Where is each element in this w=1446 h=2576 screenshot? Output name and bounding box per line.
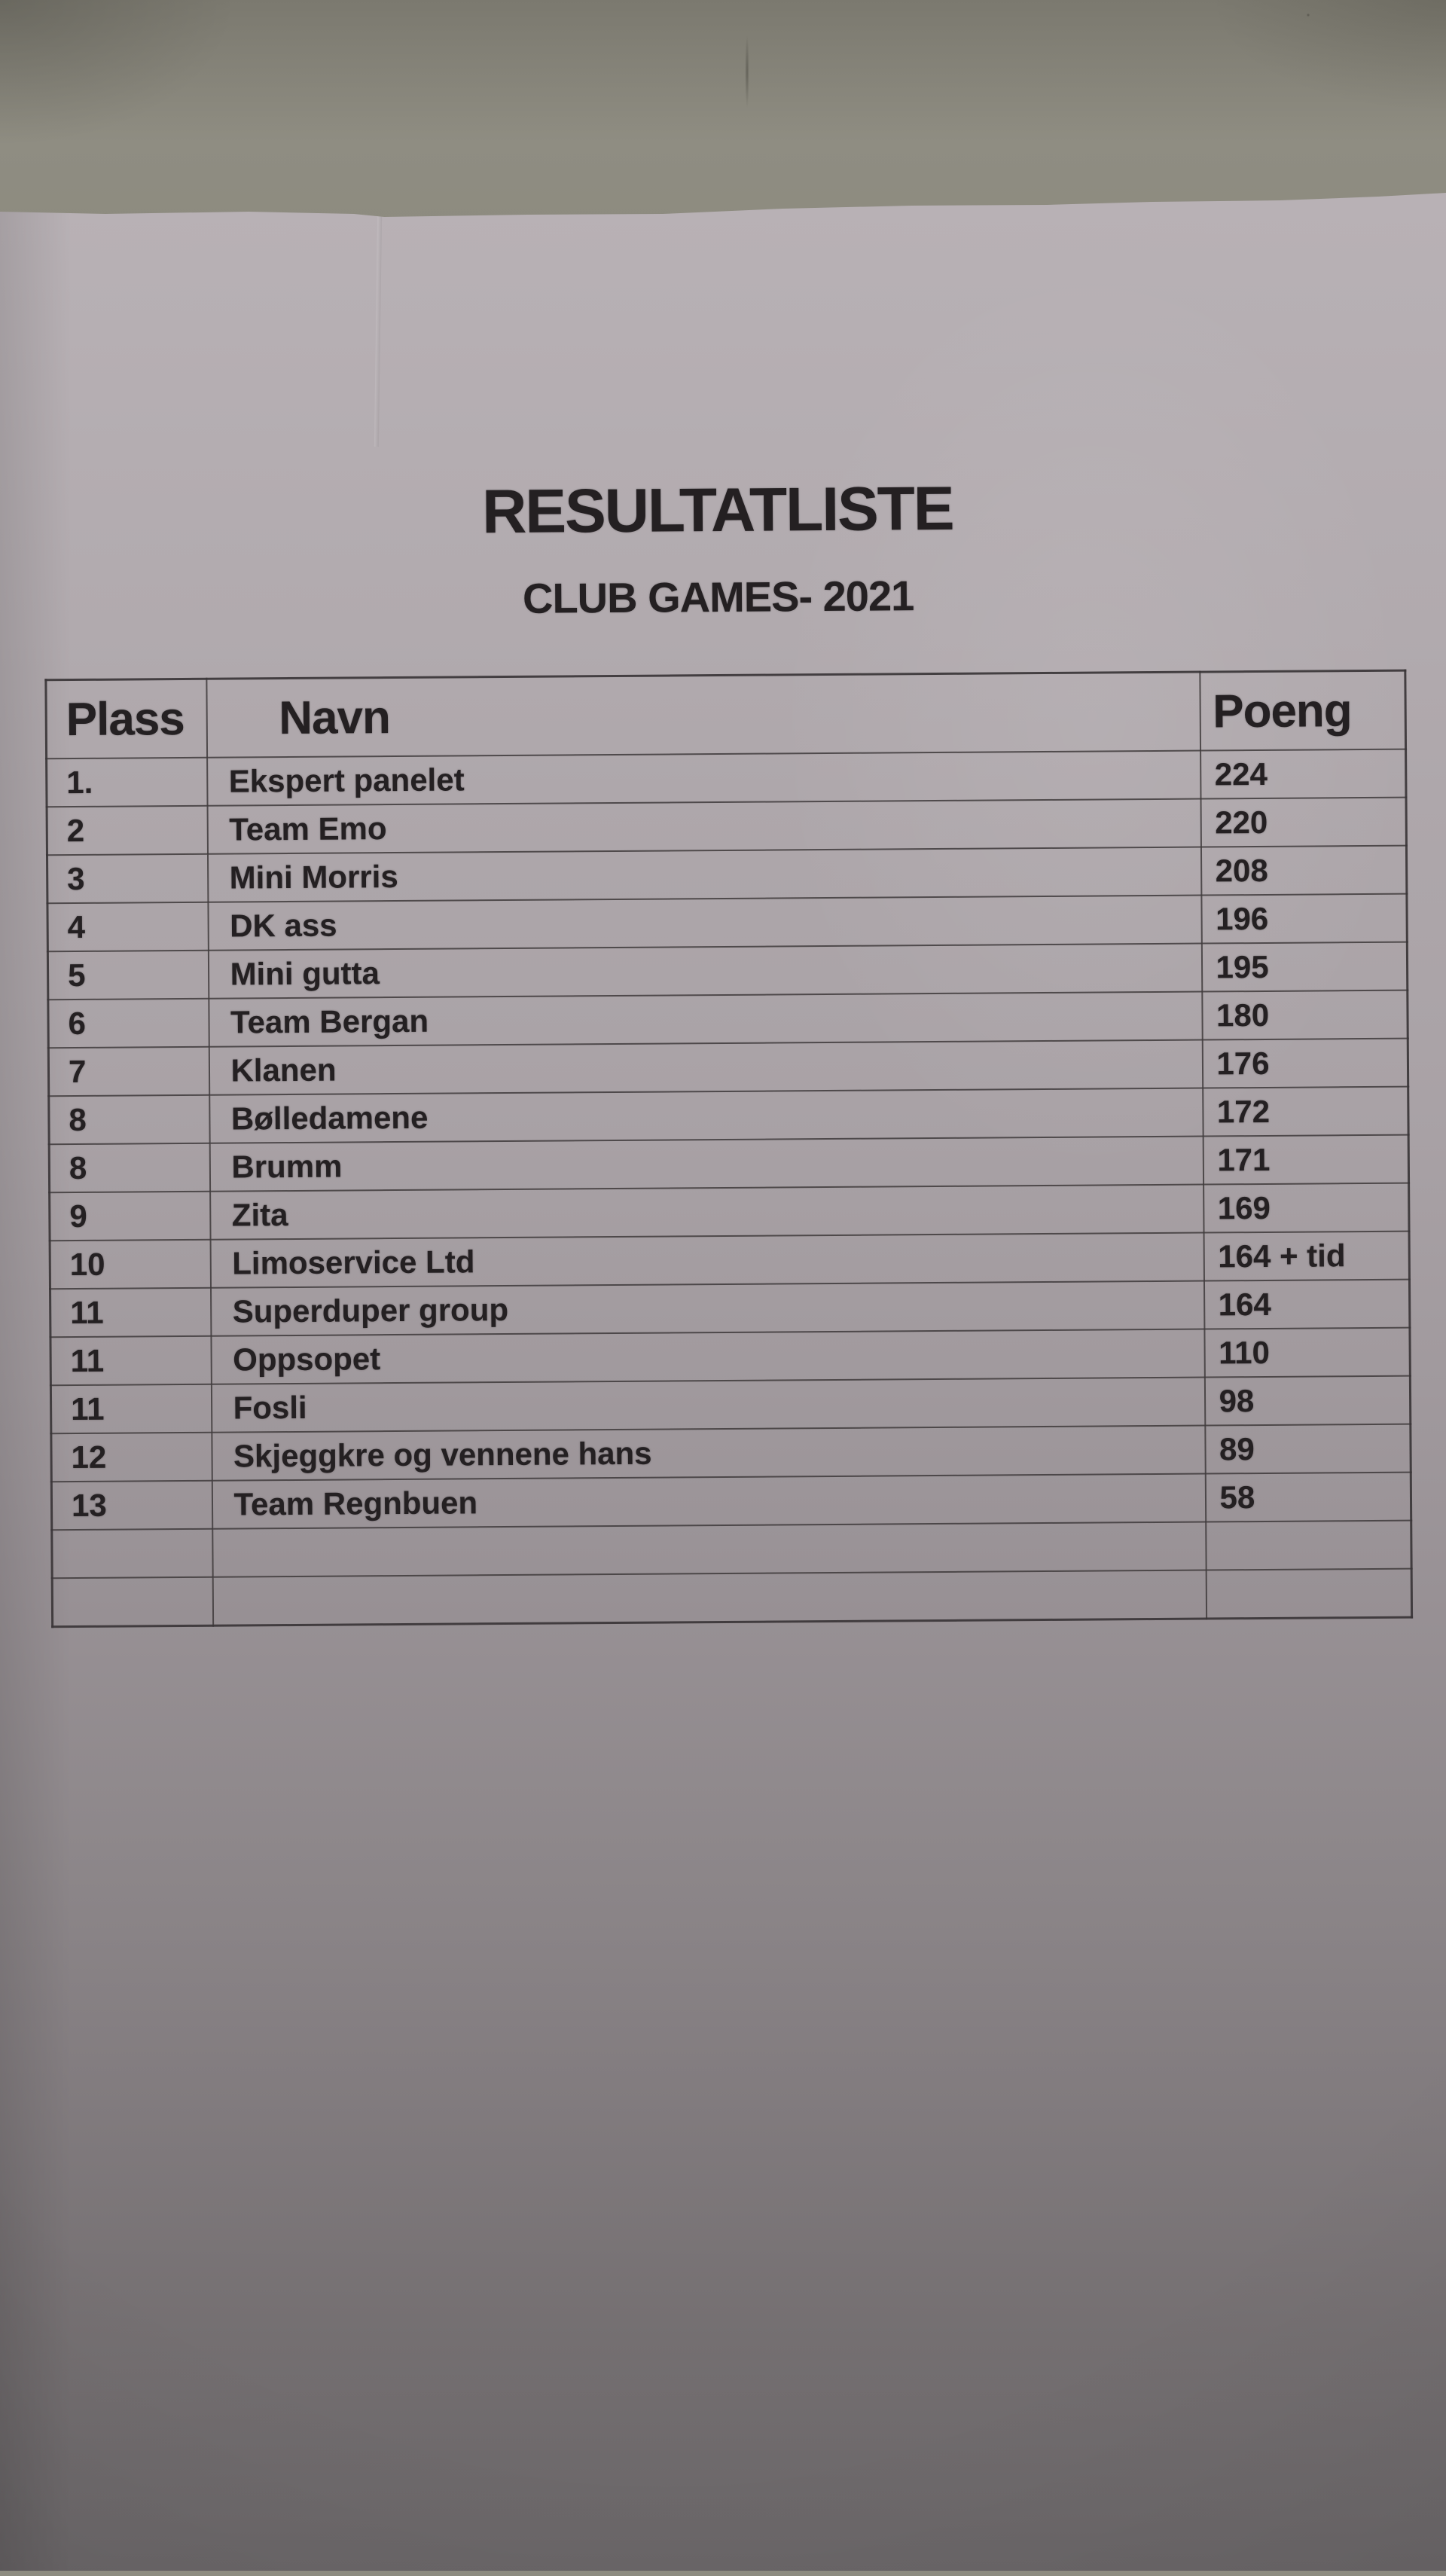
cell-poeng: 208 — [1200, 845, 1407, 896]
page-subtitle: CLUB GAMES- 2021 — [522, 572, 914, 622]
cell-poeng: 220 — [1200, 797, 1407, 847]
cell-navn: Ekspert panelet — [206, 750, 1201, 806]
cell-poeng: 98 — [1204, 1375, 1411, 1426]
cell-plass: 9 — [49, 1191, 211, 1241]
cell-navn: Mini gutta — [208, 943, 1202, 999]
cell-plass: 5 — [47, 950, 209, 1000]
cell-plass: 11 — [50, 1384, 212, 1434]
table-row — [52, 1568, 1412, 1627]
cell-plass: 3 — [47, 853, 208, 904]
cell-plass: 12 — [50, 1432, 212, 1482]
cell-poeng: 196 — [1200, 893, 1408, 944]
column-header-poeng: Poeng — [1199, 670, 1406, 751]
results-table: Plass Navn Poeng 1. Ekspert panelet 224 2 Te… — [44, 669, 1414, 1628]
cell-poeng: 164 — [1203, 1279, 1410, 1329]
cell-plass: 4 — [47, 902, 209, 952]
cell-poeng: 110 — [1203, 1327, 1411, 1378]
cell-plass: 8 — [49, 1143, 210, 1193]
cell-poeng: 89 — [1204, 1424, 1411, 1474]
cell-navn — [212, 1521, 1207, 1577]
cell-navn: Bølledamene — [209, 1088, 1203, 1143]
cell-poeng — [1205, 1520, 1412, 1570]
cell-poeng: 58 — [1205, 1472, 1411, 1522]
cell-plass: 6 — [47, 998, 209, 1048]
cell-poeng: 169 — [1203, 1183, 1410, 1233]
column-header-plass: Plass — [45, 679, 207, 759]
cell-navn: Klanen — [209, 1039, 1203, 1095]
cell-plass: 10 — [50, 1239, 211, 1290]
cell-poeng — [1206, 1568, 1412, 1619]
cell-poeng: 171 — [1203, 1134, 1409, 1185]
cell-navn — [212, 1570, 1207, 1626]
cell-navn: Mini Morris — [207, 847, 1201, 902]
cell-poeng: 224 — [1200, 749, 1406, 799]
paper-left-shadow — [0, 212, 72, 2571]
cell-navn: Team Regnbuen — [212, 1473, 1206, 1529]
results-table-header: Plass Navn Poeng — [45, 670, 1406, 759]
cell-poeng: 164 + tid — [1203, 1231, 1410, 1281]
cell-plass — [51, 1528, 213, 1579]
cell-navn: Limoservice Ltd — [210, 1232, 1204, 1288]
cell-poeng: 195 — [1201, 942, 1408, 992]
cell-plass: 8 — [48, 1094, 210, 1145]
results-table-body: 1. Ekspert panelet 224 2 Team Emo 220 3 Mini Mo… — [46, 749, 1412, 1627]
page-title: RESULTATLISTE — [481, 474, 953, 547]
cell-poeng: 180 — [1201, 990, 1408, 1040]
cell-plass — [52, 1576, 213, 1627]
cell-poeng: 172 — [1202, 1086, 1409, 1137]
cell-plass: 7 — [48, 1046, 209, 1097]
cell-navn: Zita — [209, 1184, 1204, 1240]
cell-plass: 11 — [50, 1287, 211, 1338]
cell-plass: 1. — [46, 757, 208, 807]
cell-navn: Skjeggkre og vennene hans — [211, 1425, 1206, 1481]
header-row: Plass Navn Poeng — [45, 670, 1406, 759]
cell-navn: Oppsopet — [210, 1329, 1205, 1384]
cell-navn: Superduper group — [210, 1280, 1204, 1336]
cell-plass: 2 — [47, 805, 208, 856]
cell-navn: Team Emo — [207, 798, 1201, 854]
cell-navn: Team Bergan — [208, 991, 1203, 1047]
cell-plass: 13 — [51, 1480, 212, 1531]
cell-poeng: 176 — [1202, 1038, 1408, 1088]
column-header-navn: Navn — [206, 672, 1200, 758]
cell-navn: Fosli — [211, 1377, 1205, 1433]
cell-plass: 11 — [50, 1335, 212, 1386]
cell-navn: DK ass — [207, 895, 1202, 951]
cell-navn: Brumm — [209, 1136, 1203, 1192]
